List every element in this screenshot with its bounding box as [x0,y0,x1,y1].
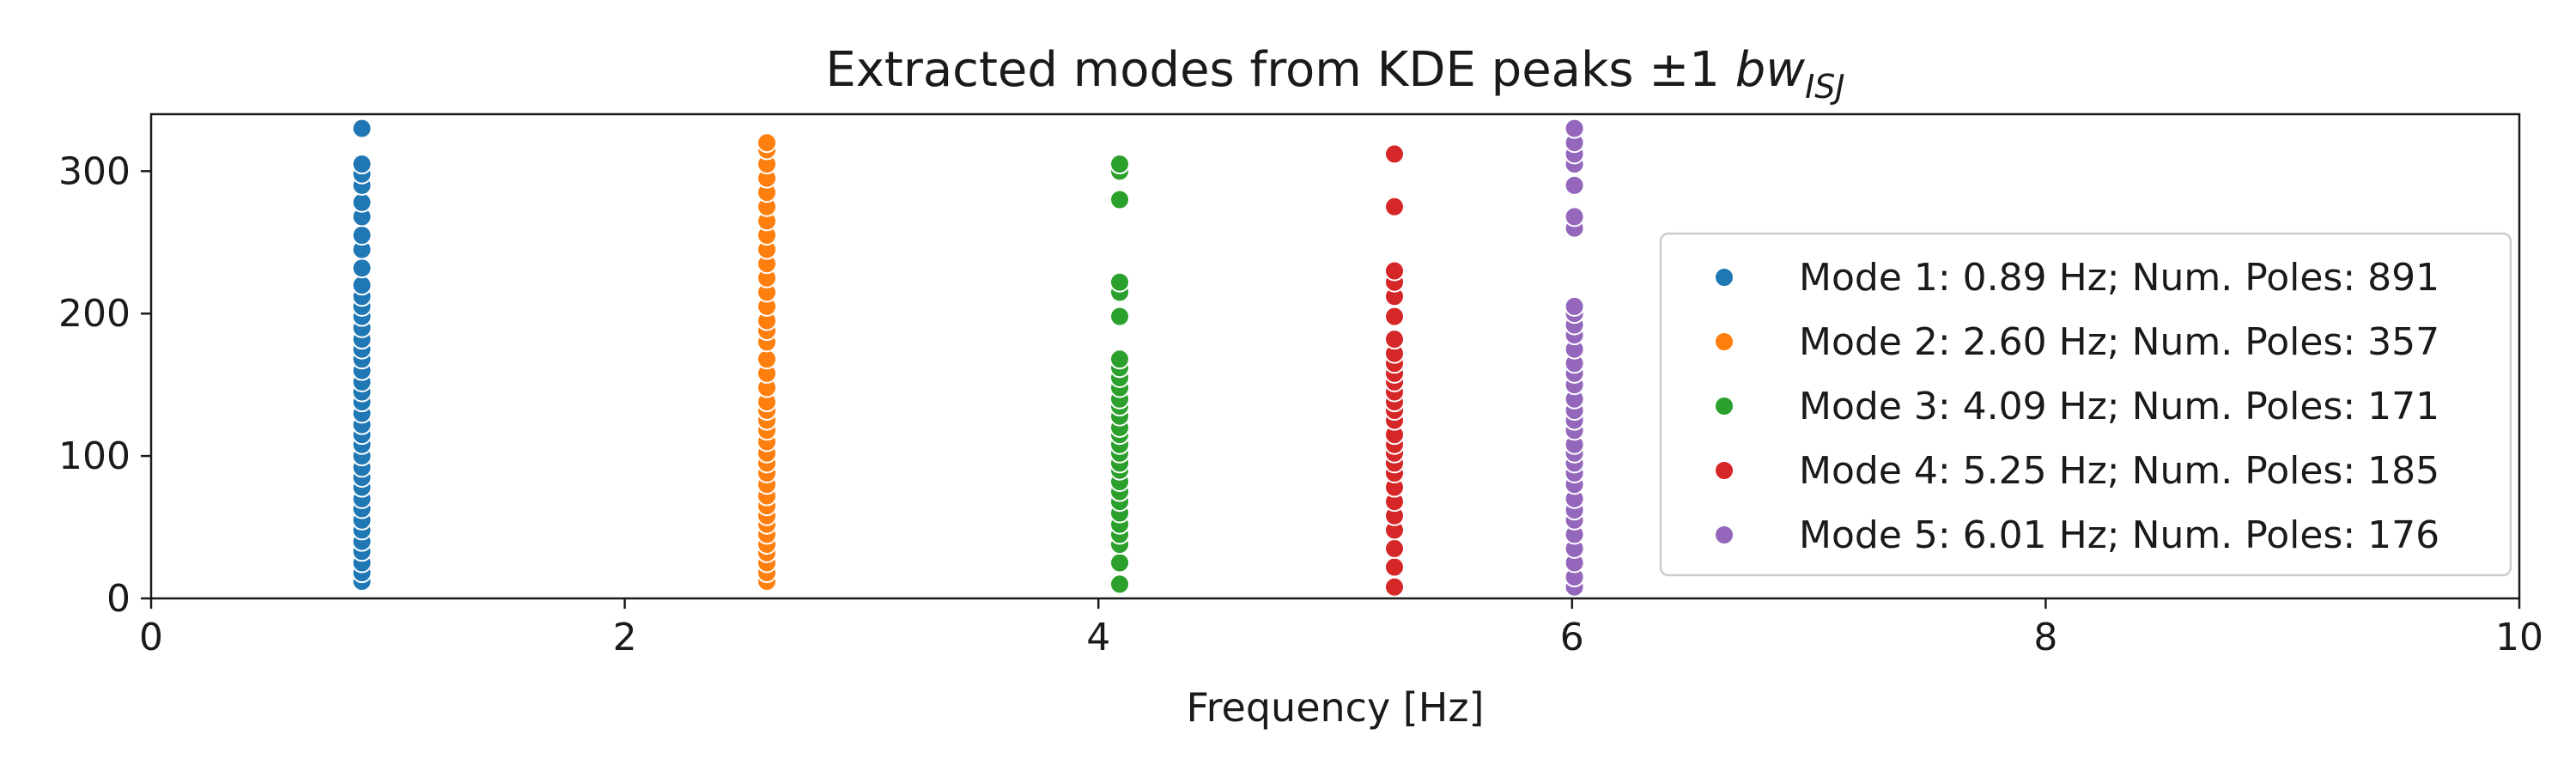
legend-label-mode-4: Mode 4: 5.25 Hz; Num. Poles: 185 [1799,449,2439,493]
data-point-mode-2-21 [756,349,778,370]
series-mode-2 [756,132,778,592]
series-mode-1 [351,118,373,592]
x-axis-label: Frequency [Hz] [1187,684,1485,731]
data-point-mode-4-26 [1384,143,1405,165]
chart-title: Extracted modes from KDE peaks ±1 bwISJ [825,42,1844,106]
data-point-mode-3-0 [1109,574,1130,595]
legend-box [1659,232,2512,577]
x-tick-label-2: 2 [613,616,637,659]
data-point-mode-3-21 [1109,349,1130,370]
data-point-mode-4-21 [1384,306,1405,327]
chart-title-main: Extracted modes from KDE peaks ±1 [825,42,1735,98]
data-point-mode-5-27 [1564,174,1585,196]
data-point-mode-3-22 [1109,306,1130,327]
chart-title-subscript: ISJ [1805,68,1845,106]
series-mode-4 [1384,143,1405,598]
data-point-mode-3-25 [1109,189,1130,210]
data-point-mode-5-31 [1564,118,1585,139]
y-tick-label-300: 300 [58,149,131,193]
data-point-mode-3-27 [1109,154,1130,175]
legend: Mode 1: 0.89 Hz; Num. Poles: 891 Mode 2: … [1659,232,2512,577]
legend-label-mode-3: Mode 3: 4.09 Hz; Num. Poles: 171 [1799,385,2439,428]
x-tick-label-8: 8 [2033,616,2057,659]
x-tick-label-10: 10 [2495,616,2543,659]
y-tick-label-0: 0 [106,577,131,621]
data-point-mode-4-20 [1384,329,1405,350]
data-point-mode-1-28 [351,275,373,296]
y-tick-label-100: 100 [58,434,131,478]
y-tick-label-200: 200 [58,292,131,336]
legend-marker-mode-4 [1714,460,1735,481]
data-point-mode-1-37 [351,118,373,139]
data-point-mode-4-1 [1384,556,1405,578]
data-point-mode-4-0 [1384,576,1405,598]
legend-label-mode-2: Mode 2: 2.60 Hz; Num. Poles: 357 [1799,320,2439,364]
data-point-mode-1-31 [351,225,373,246]
legend-marker-mode-5 [1714,525,1735,545]
data-point-mode-2-37 [756,132,778,154]
data-point-mode-4-24 [1384,260,1405,282]
data-point-mode-1-29 [351,258,373,279]
legend-marker-mode-3 [1714,396,1735,416]
data-point-mode-1-36 [351,154,373,175]
data-points-layer [351,118,1585,598]
data-point-mode-4-2 [1384,537,1405,559]
x-axis: 0 2 4 6 8 10 [139,598,2543,659]
legend-label-mode-1: Mode 1: 0.89 Hz; Num. Poles: 891 [1799,256,2439,300]
data-point-mode-1-33 [351,191,373,213]
plot-area-frame [149,112,2521,600]
legend-marker-mode-2 [1714,331,1735,352]
x-tick-label-6: 6 [1560,616,1584,659]
legend-label-mode-5: Mode 5: 6.01 Hz; Num. Poles: 176 [1799,513,2439,557]
data-point-mode-4-25 [1384,196,1405,217]
data-point-mode-5-24 [1564,295,1585,317]
legend-marker-mode-1 [1714,267,1735,288]
data-point-mode-3-24 [1109,271,1130,293]
series-mode-3 [1109,154,1130,595]
data-point-mode-3-1 [1109,552,1130,574]
x-tick-label-4: 4 [1086,616,1110,659]
series-mode-5 [1564,118,1585,598]
y-axis: 0 100 200 300 [58,149,151,621]
chart-title-math: bw [1735,42,1806,98]
x-tick-label-0: 0 [139,616,163,659]
data-point-mode-5-26 [1564,206,1585,228]
